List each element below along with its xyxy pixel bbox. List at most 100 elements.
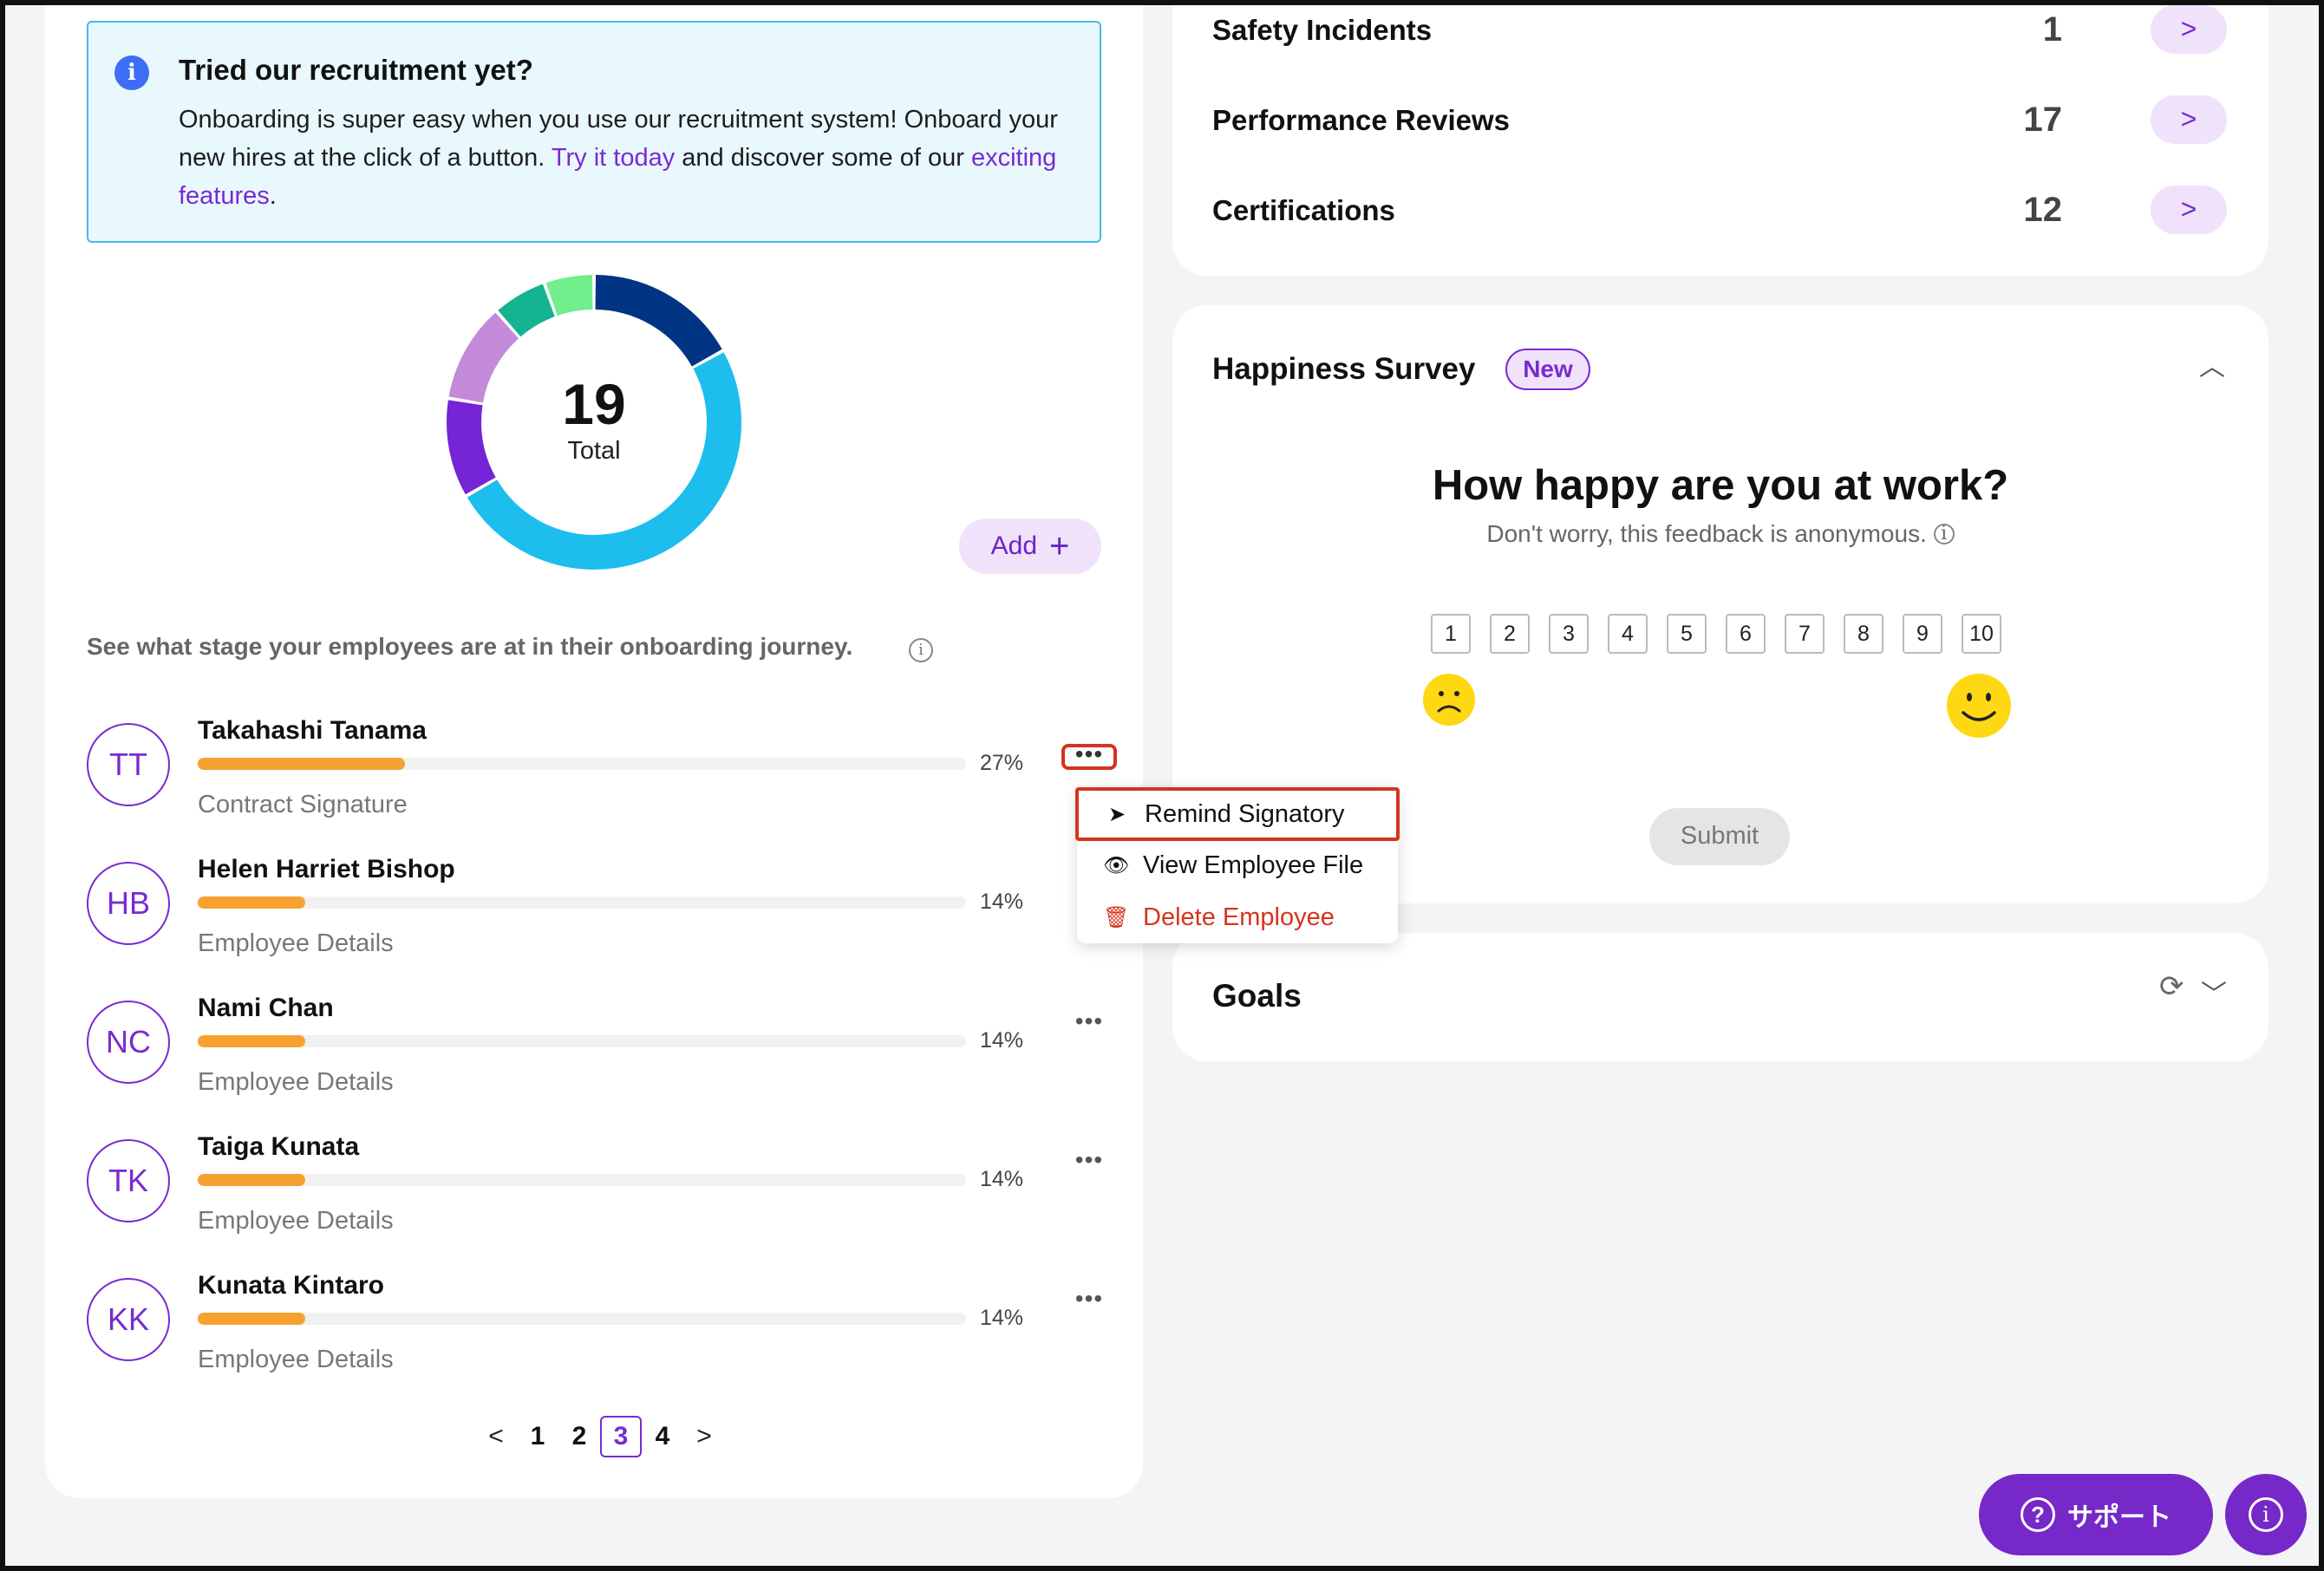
donut-segment[interactable]: [467, 352, 741, 570]
view-employee-file-item[interactable]: 👁 View Employee File: [1077, 839, 1398, 891]
scale-button[interactable]: 5: [1667, 614, 1707, 654]
goals-title: Goals: [1212, 978, 1302, 1014]
info-circle-icon[interactable]: i: [1933, 524, 1955, 544]
employee-stage: Employee Details: [198, 1346, 394, 1373]
more-options-icon[interactable]: •••: [1074, 1007, 1104, 1034]
remind-signatory-item[interactable]: ➤ Remind Signatory: [1075, 787, 1400, 841]
sad-face-icon: [1423, 674, 1475, 726]
donut-segment[interactable]: [545, 275, 594, 316]
donut-segment[interactable]: [498, 284, 556, 337]
chevron-right-icon[interactable]: >: [2151, 5, 2227, 54]
progress-percent: 14%: [980, 1028, 1024, 1053]
employee-row: KK Kunata Kintaro 14% Employee Details •…: [87, 1271, 1127, 1408]
employee-stage: Employee Details: [198, 1207, 394, 1235]
info-icon: i: [2249, 1497, 2283, 1532]
delete-employee-item[interactable]: 🗑 Delete Employee: [1077, 891, 1398, 943]
progress-percent: 14%: [980, 890, 1024, 914]
avatar[interactable]: HB: [87, 862, 170, 945]
add-employee-button[interactable]: Add +: [959, 518, 1101, 574]
info-circle-icon[interactable]: i: [909, 638, 933, 662]
recruitment-banner: [87, 21, 1101, 243]
try-it-today-link[interactable]: Try it today: [551, 144, 676, 172]
stat-row-certifications: Certifications 12 >: [1212, 182, 2227, 243]
progress-bar: [198, 1313, 966, 1325]
menu-item-label: View Employee File: [1143, 851, 1364, 879]
scale-button[interactable]: 8: [1844, 614, 1883, 654]
more-options-icon[interactable]: •••: [1061, 742, 1117, 770]
stat-row-safety-incidents: Safety Incidents 1 >: [1212, 2, 2227, 62]
progress-percent: 14%: [980, 1306, 1024, 1330]
page-button[interactable]: 4: [655, 1422, 670, 1450]
chevron-right-icon[interactable]: >: [2151, 186, 2227, 234]
employee-stage: Contract Signature: [198, 791, 408, 818]
menu-item-label: Remind Signatory: [1145, 799, 1345, 828]
scale-button[interactable]: 1: [1431, 614, 1471, 654]
stat-value: 12: [2023, 191, 2063, 229]
survey-subtitle-text: Don't worry, this feedback is anonymous.: [1486, 520, 1927, 547]
survey-subtitle: Don't worry, this feedback is anonymous.…: [1172, 520, 2269, 548]
employee-row: HB Helen Harriet Bishop 14% Employee Det…: [87, 855, 1127, 992]
more-options-icon[interactable]: •••: [1074, 1285, 1104, 1312]
more-options-icon[interactable]: •••: [1074, 1146, 1104, 1173]
onboarding-card: [45, 0, 1143, 1498]
progress-bar: [198, 896, 966, 909]
avatar[interactable]: KK: [87, 1278, 170, 1361]
stat-value: 1: [2042, 10, 2062, 49]
scale-button[interactable]: 4: [1608, 614, 1648, 654]
employee-name[interactable]: Helen Harriet Bishop: [198, 855, 455, 883]
employee-name[interactable]: Nami Chan: [198, 994, 334, 1022]
stat-label: Certifications: [1212, 194, 1395, 226]
send-icon: ➤: [1107, 802, 1126, 826]
info-button[interactable]: i: [2225, 1474, 2307, 1555]
progress-fill: [198, 1313, 306, 1325]
employee-row: NC Nami Chan 14% Employee Details •••: [87, 994, 1127, 1131]
donut-segment[interactable]: [595, 275, 722, 368]
happiness-scale: 1 2 3 4 5 6 7 8 9 10: [1431, 614, 2001, 654]
avatar[interactable]: NC: [87, 1001, 170, 1084]
scale-button[interactable]: 2: [1490, 614, 1530, 654]
scale-button[interactable]: 7: [1785, 614, 1825, 654]
scale-button[interactable]: 9: [1903, 614, 1942, 654]
progress-fill: [198, 758, 406, 770]
refresh-icon[interactable]: ⟳: [2159, 970, 2184, 1003]
progress-bar: [198, 1035, 966, 1047]
pagination: < 1 2 3 4 >: [475, 1415, 725, 1458]
scale-button[interactable]: 3: [1549, 614, 1589, 654]
avatar[interactable]: TT: [87, 723, 170, 806]
employee-name[interactable]: Kunata Kintaro: [198, 1271, 385, 1300]
scale-button[interactable]: 10: [1962, 614, 2001, 654]
page-button[interactable]: 1: [530, 1422, 545, 1450]
donut-segment[interactable]: [447, 400, 496, 495]
prev-page-button[interactable]: <: [488, 1422, 504, 1450]
employee-name[interactable]: Takahashi Tanama: [198, 716, 427, 745]
trash-icon: 🗑: [1103, 905, 1130, 929]
progress-fill: [198, 896, 306, 909]
add-label: Add: [990, 531, 1038, 560]
scale-button[interactable]: 6: [1726, 614, 1766, 654]
donut-total-label: Total: [567, 437, 621, 465]
page-button[interactable]: 2: [571, 1422, 587, 1450]
banner-text-part: Onboarding is super easy when you use ou…: [179, 106, 1058, 172]
employee-row-menu: ➤ Remind Signatory 👁 View Employee File …: [1075, 787, 1400, 943]
page-button-current[interactable]: 3: [600, 1416, 642, 1457]
goals-card: [1172, 933, 2269, 1061]
employee-name[interactable]: Taiga Kunata: [198, 1132, 360, 1161]
exciting-features-link[interactable]: exciting features: [179, 144, 1057, 210]
progress-fill: [198, 1035, 306, 1047]
menu-item-label: Delete Employee: [1143, 903, 1335, 931]
chevron-right-icon[interactable]: >: [2151, 95, 2227, 144]
banner-text-part: .: [269, 182, 277, 210]
chevron-down-icon[interactable]: ﹀: [2201, 981, 2227, 1009]
next-page-button[interactable]: >: [696, 1422, 712, 1450]
support-button[interactable]: ? サポート: [1979, 1474, 2213, 1555]
chevron-up-icon[interactable]: ︿: [2199, 353, 2225, 381]
employee-stage: Employee Details: [198, 929, 394, 957]
donut-segment[interactable]: [448, 312, 519, 403]
avatar[interactable]: TK: [87, 1139, 170, 1222]
donut-total-value: 19: [562, 372, 626, 436]
submit-button[interactable]: Submit: [1649, 808, 1790, 865]
progress-percent: 14%: [980, 1167, 1024, 1191]
stats-card: [1172, 0, 2269, 276]
question-icon: ?: [2020, 1497, 2055, 1532]
new-badge: New: [1505, 349, 1590, 390]
